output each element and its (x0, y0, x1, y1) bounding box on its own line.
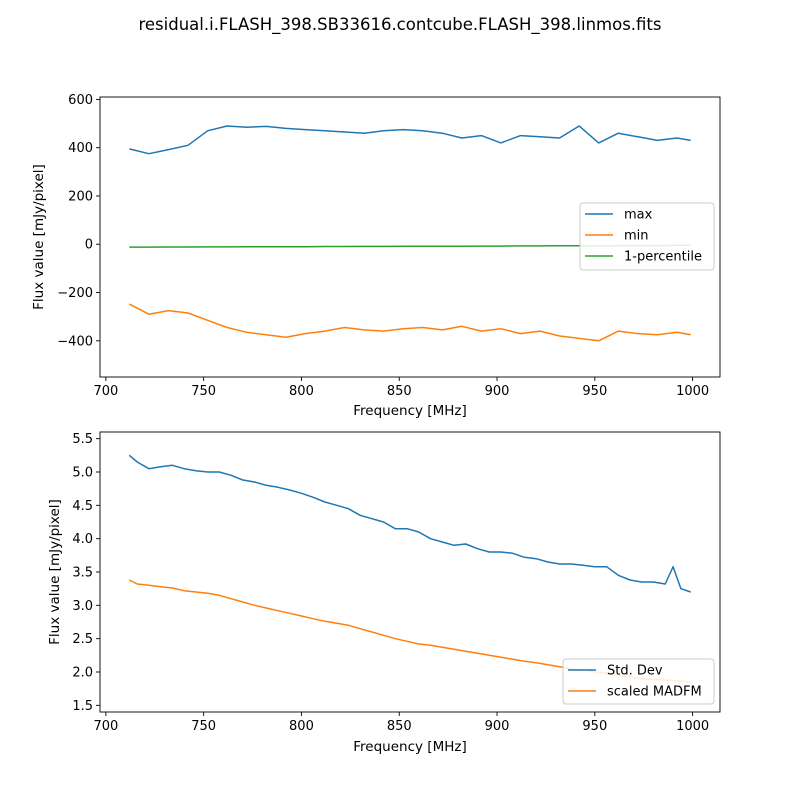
top-plot-xtick-label: 750 (191, 384, 216, 399)
figure-title: residual.i.FLASH_398.SB33616.contcube.FL… (138, 15, 661, 35)
bottom-plot-series-std-dev (128, 454, 691, 593)
bottom-plot-ytick-label: 4.5 (72, 499, 93, 514)
top-plot-ytick-label: −400 (57, 334, 93, 349)
bottom-plot-ytick-label: 1.5 (72, 699, 93, 714)
bottom-plot-legend-label-scaled-madfm: scaled MADFM (607, 685, 702, 700)
bottom-plot-ylabel: Flux value [mJy/pixel] (47, 499, 63, 645)
bottom-plot-ytick-label: 5.5 (72, 432, 93, 447)
bottom-plot-xlabel: Frequency [MHz] (353, 739, 466, 755)
top-plot-ytick-label: 600 (68, 93, 93, 108)
top-plot-series-max (129, 125, 691, 155)
top-plot-axes-frame (99, 96, 721, 378)
top-plot-xlabel: Frequency [MHz] (353, 403, 466, 419)
bottom-plot-legend-label-std-dev: Std. Dev (607, 664, 663, 679)
bottom-plot-xtick-label: 850 (387, 719, 412, 734)
bottom-plot-xtick-label: 900 (485, 719, 510, 734)
top-plot-series-min (128, 303, 691, 342)
top-plot-xtick-label: 850 (387, 384, 412, 399)
top-plot-legend-label-max: max (624, 208, 653, 223)
bottom-plot-xtick-label: 800 (289, 719, 314, 734)
bottom-plot-xtick-label: 700 (93, 719, 118, 734)
top-plot-legend-label-1-percentile: 1-percentile (624, 250, 702, 265)
top-plot-legend-box (579, 202, 715, 271)
top-plot-ytick-label: 400 (68, 141, 93, 156)
bottom-plot: Flux value [mJy/pixel] Frequency [MHz] 7… (47, 431, 721, 755)
bottom-plot-legend-box (562, 658, 715, 705)
top-plot-ytick-label: 0 (85, 238, 93, 253)
top-plot-xtick-label: 800 (289, 384, 314, 399)
bottom-plot-xtick-label: 950 (582, 719, 607, 734)
bottom-plot-ytick-label: 2.5 (72, 632, 93, 647)
top-plot-xtick-label: 1000 (676, 384, 709, 399)
bottom-plot-xtick-label: 750 (191, 719, 216, 734)
top-plot-legend-label-min: min (624, 229, 649, 244)
top-plot: Flux value [mJy/pixel] Frequency [MHz] 7… (31, 93, 721, 419)
top-plot-ytick-label: 200 (68, 189, 93, 204)
bottom-plot-ytick-label: 4.0 (72, 532, 93, 547)
bottom-plot-ytick-label: 5.0 (72, 466, 93, 481)
top-plot-xtick-label: 950 (582, 384, 607, 399)
bottom-plot-ytick-label: 2.0 (72, 666, 93, 681)
bottom-plot-xtick-label: 1000 (676, 719, 709, 734)
top-plot-xtick-label: 700 (93, 384, 118, 399)
bottom-plot-ytick-label: 3.0 (72, 599, 93, 614)
top-plot-ylabel: Flux value [mJy/pixel] (31, 164, 47, 310)
top-plot-ytick-label: −200 (57, 286, 93, 301)
top-plot-xtick-label: 900 (485, 384, 510, 399)
bottom-plot-ytick-label: 3.5 (72, 566, 93, 581)
